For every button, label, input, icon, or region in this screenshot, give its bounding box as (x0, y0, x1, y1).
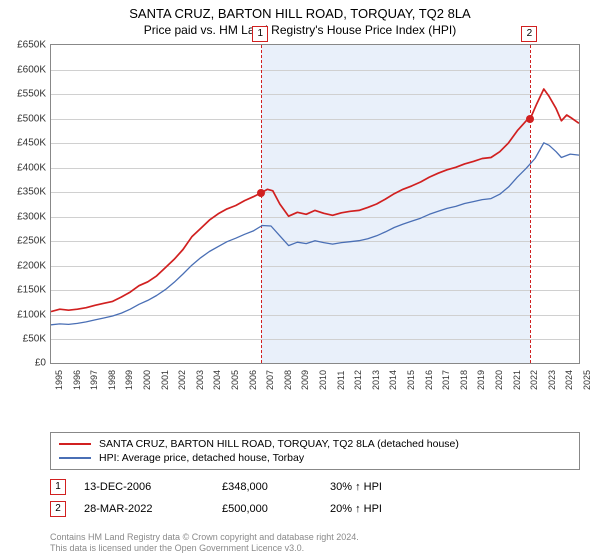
x-tick-label: 2019 (476, 370, 486, 390)
y-tick-label: £50K (23, 334, 46, 345)
x-tick-label: 2016 (424, 370, 434, 390)
sale-marker-box-1: 1 (252, 26, 268, 42)
legend-swatch-hpi (59, 457, 91, 459)
sale-dot-2 (526, 115, 534, 123)
sale-row-1: 1 13-DEC-2006 £348,000 30% ↑ HPI (50, 476, 580, 498)
attribution: Contains HM Land Registry data © Crown c… (50, 532, 580, 555)
x-tick-label: 2012 (353, 370, 363, 390)
grid-line (51, 290, 579, 291)
chart-area: £0£50K£100K£150K£200K£250K£300K£350K£400… (50, 44, 580, 388)
x-tick-label: 2025 (582, 370, 592, 390)
y-tick-label: £0 (35, 358, 46, 369)
sale-dot-1 (257, 189, 265, 197)
legend-label-property: SANTA CRUZ, BARTON HILL ROAD, TORQUAY, T… (99, 438, 459, 450)
x-tick-label: 2017 (441, 370, 451, 390)
x-tick-label: 2001 (160, 370, 170, 390)
x-tick-label: 2014 (388, 370, 398, 390)
grid-line (51, 241, 579, 242)
sale-price-2: £500,000 (222, 503, 312, 515)
y-tick-label: £550K (17, 89, 46, 100)
y-tick-label: £250K (17, 236, 46, 247)
plot-region (50, 44, 580, 364)
x-tick-label: 2006 (248, 370, 258, 390)
y-tick-label: £400K (17, 162, 46, 173)
y-tick-label: £150K (17, 285, 46, 296)
x-tick-label: 1999 (124, 370, 134, 390)
grid-line (51, 119, 579, 120)
x-tick-label: 2007 (265, 370, 275, 390)
attribution-line-2: This data is licensed under the Open Gov… (50, 543, 580, 554)
y-tick-label: £350K (17, 187, 46, 198)
x-tick-label: 2022 (529, 370, 539, 390)
x-tick-label: 2009 (300, 370, 310, 390)
sale-date-1: 13-DEC-2006 (84, 481, 204, 493)
sale-diff-1: 30% ↑ HPI (330, 481, 382, 493)
sale-num-1: 1 (50, 479, 66, 495)
grid-line (51, 70, 579, 71)
x-tick-label: 2023 (547, 370, 557, 390)
x-tick-label: 1996 (72, 370, 82, 390)
legend: SANTA CRUZ, BARTON HILL ROAD, TORQUAY, T… (50, 432, 580, 470)
y-tick-label: £300K (17, 211, 46, 222)
grid-line (51, 315, 579, 316)
x-tick-label: 2015 (406, 370, 416, 390)
legend-item-hpi: HPI: Average price, detached house, Torb… (59, 451, 571, 465)
x-tick-label: 2020 (494, 370, 504, 390)
grid-line (51, 266, 579, 267)
grid-line (51, 168, 579, 169)
sale-records: 1 13-DEC-2006 £348,000 30% ↑ HPI 2 28-MA… (50, 476, 580, 520)
y-tick-label: £600K (17, 64, 46, 75)
x-tick-label: 2004 (212, 370, 222, 390)
y-tick-label: £100K (17, 309, 46, 320)
y-tick-label: £650K (17, 40, 46, 51)
grid-line (51, 143, 579, 144)
owned-period-highlight (261, 45, 530, 363)
x-tick-label: 2024 (564, 370, 574, 390)
x-tick-label: 2021 (512, 370, 522, 390)
x-tick-label: 1997 (89, 370, 99, 390)
x-tick-label: 2003 (195, 370, 205, 390)
x-tick-label: 2013 (371, 370, 381, 390)
y-tick-label: £450K (17, 138, 46, 149)
x-tick-label: 2011 (336, 371, 346, 390)
x-tick-label: 2018 (459, 370, 469, 390)
sale-marker-box-2: 2 (521, 26, 537, 42)
legend-swatch-property (59, 443, 91, 445)
x-tick-label: 2002 (177, 370, 187, 390)
legend-label-hpi: HPI: Average price, detached house, Torb… (99, 452, 304, 464)
sale-num-2: 2 (50, 501, 66, 517)
x-tick-label: 2008 (283, 370, 293, 390)
x-tick-label: 2005 (230, 370, 240, 390)
legend-item-property: SANTA CRUZ, BARTON HILL ROAD, TORQUAY, T… (59, 437, 571, 451)
sale-price-1: £348,000 (222, 481, 312, 493)
x-tick-label: 1995 (54, 370, 64, 390)
sale-date-2: 28-MAR-2022 (84, 503, 204, 515)
attribution-line-1: Contains HM Land Registry data © Crown c… (50, 532, 580, 543)
y-tick-label: £200K (17, 260, 46, 271)
x-tick-label: 2000 (142, 370, 152, 390)
chart-title: SANTA CRUZ, BARTON HILL ROAD, TORQUAY, T… (0, 6, 600, 23)
x-tick-label: 1998 (107, 370, 117, 390)
sale-vline-2 (530, 45, 531, 363)
grid-line (51, 339, 579, 340)
sale-diff-2: 20% ↑ HPI (330, 503, 382, 515)
grid-line (51, 192, 579, 193)
sale-row-2: 2 28-MAR-2022 £500,000 20% ↑ HPI (50, 498, 580, 520)
chart-subtitle: Price paid vs. HM Land Registry's House … (0, 23, 600, 39)
sale-vline-1 (261, 45, 262, 363)
x-tick-label: 2010 (318, 370, 328, 390)
y-tick-label: £500K (17, 113, 46, 124)
grid-line (51, 217, 579, 218)
grid-line (51, 94, 579, 95)
